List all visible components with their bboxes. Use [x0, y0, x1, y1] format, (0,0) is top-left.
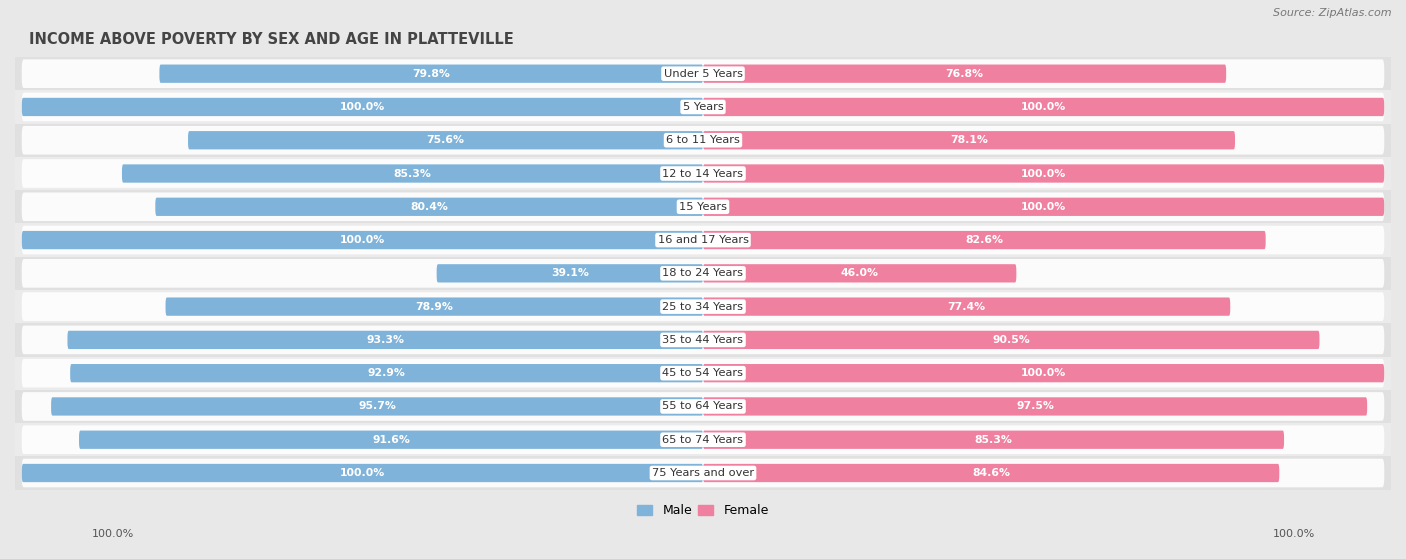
- Text: 18 to 24 Years: 18 to 24 Years: [662, 268, 744, 278]
- Bar: [15, 190, 1391, 224]
- FancyBboxPatch shape: [21, 459, 1385, 487]
- FancyBboxPatch shape: [21, 226, 1385, 254]
- FancyBboxPatch shape: [703, 264, 1017, 282]
- Text: 45 to 54 Years: 45 to 54 Years: [662, 368, 744, 378]
- FancyBboxPatch shape: [703, 64, 1226, 83]
- FancyBboxPatch shape: [21, 359, 1385, 387]
- FancyBboxPatch shape: [22, 98, 703, 116]
- FancyBboxPatch shape: [79, 430, 703, 449]
- FancyBboxPatch shape: [166, 297, 703, 316]
- Text: 35 to 44 Years: 35 to 44 Years: [662, 335, 744, 345]
- Text: 77.4%: 77.4%: [948, 302, 986, 311]
- FancyBboxPatch shape: [21, 392, 1385, 421]
- FancyBboxPatch shape: [159, 64, 703, 83]
- Text: 100.0%: 100.0%: [1021, 368, 1066, 378]
- FancyBboxPatch shape: [703, 364, 1384, 382]
- FancyBboxPatch shape: [703, 198, 1384, 216]
- FancyBboxPatch shape: [21, 93, 1385, 121]
- Bar: [15, 357, 1391, 390]
- Text: 100.0%: 100.0%: [340, 468, 385, 478]
- Text: 92.9%: 92.9%: [367, 368, 405, 378]
- Bar: [15, 157, 1391, 190]
- Text: 75.6%: 75.6%: [426, 135, 464, 145]
- Bar: [15, 290, 1391, 323]
- Legend: Male, Female: Male, Female: [633, 499, 773, 522]
- FancyBboxPatch shape: [70, 364, 703, 382]
- Text: 75 Years and over: 75 Years and over: [652, 468, 754, 478]
- Bar: [15, 124, 1391, 157]
- Bar: [15, 456, 1391, 490]
- Text: 100.0%: 100.0%: [1021, 168, 1066, 178]
- Text: 90.5%: 90.5%: [993, 335, 1031, 345]
- FancyBboxPatch shape: [155, 198, 703, 216]
- Text: 91.6%: 91.6%: [373, 435, 411, 445]
- Bar: [15, 91, 1391, 124]
- FancyBboxPatch shape: [21, 192, 1385, 221]
- Text: 65 to 74 Years: 65 to 74 Years: [662, 435, 744, 445]
- FancyBboxPatch shape: [21, 259, 1385, 288]
- Text: 15 Years: 15 Years: [679, 202, 727, 212]
- Bar: [15, 390, 1391, 423]
- Text: 85.3%: 85.3%: [394, 168, 432, 178]
- Text: 12 to 14 Years: 12 to 14 Years: [662, 168, 744, 178]
- FancyBboxPatch shape: [51, 397, 703, 415]
- FancyBboxPatch shape: [22, 231, 703, 249]
- Text: 39.1%: 39.1%: [551, 268, 589, 278]
- FancyBboxPatch shape: [703, 331, 1319, 349]
- Text: 79.8%: 79.8%: [412, 69, 450, 79]
- FancyBboxPatch shape: [22, 464, 703, 482]
- Text: 5 Years: 5 Years: [683, 102, 723, 112]
- FancyBboxPatch shape: [437, 264, 703, 282]
- Text: 80.4%: 80.4%: [411, 202, 449, 212]
- Bar: [15, 57, 1391, 91]
- FancyBboxPatch shape: [21, 159, 1385, 188]
- FancyBboxPatch shape: [703, 98, 1384, 116]
- FancyBboxPatch shape: [21, 126, 1385, 154]
- FancyBboxPatch shape: [21, 425, 1385, 454]
- Text: 95.7%: 95.7%: [359, 401, 396, 411]
- FancyBboxPatch shape: [21, 292, 1385, 321]
- Text: INCOME ABOVE POVERTY BY SEX AND AGE IN PLATTEVILLE: INCOME ABOVE POVERTY BY SEX AND AGE IN P…: [28, 32, 513, 46]
- FancyBboxPatch shape: [703, 231, 1265, 249]
- Text: Source: ZipAtlas.com: Source: ZipAtlas.com: [1274, 8, 1392, 18]
- Text: 55 to 64 Years: 55 to 64 Years: [662, 401, 744, 411]
- Text: Under 5 Years: Under 5 Years: [664, 69, 742, 79]
- Text: 97.5%: 97.5%: [1017, 401, 1054, 411]
- Bar: [15, 257, 1391, 290]
- Text: 100.0%: 100.0%: [340, 102, 385, 112]
- Bar: [15, 423, 1391, 456]
- Text: 25 to 34 Years: 25 to 34 Years: [662, 302, 744, 311]
- Text: 100.0%: 100.0%: [91, 529, 134, 539]
- FancyBboxPatch shape: [703, 397, 1367, 415]
- Text: 100.0%: 100.0%: [340, 235, 385, 245]
- Text: 100.0%: 100.0%: [1021, 202, 1066, 212]
- Text: 76.8%: 76.8%: [946, 69, 984, 79]
- Text: 46.0%: 46.0%: [841, 268, 879, 278]
- FancyBboxPatch shape: [703, 131, 1234, 149]
- FancyBboxPatch shape: [188, 131, 703, 149]
- FancyBboxPatch shape: [703, 430, 1284, 449]
- Text: 6 to 11 Years: 6 to 11 Years: [666, 135, 740, 145]
- Text: 78.1%: 78.1%: [950, 135, 988, 145]
- FancyBboxPatch shape: [703, 164, 1384, 183]
- Bar: [15, 224, 1391, 257]
- Text: 100.0%: 100.0%: [1021, 102, 1066, 112]
- Text: 93.3%: 93.3%: [366, 335, 405, 345]
- FancyBboxPatch shape: [67, 331, 703, 349]
- Text: 85.3%: 85.3%: [974, 435, 1012, 445]
- FancyBboxPatch shape: [703, 297, 1230, 316]
- FancyBboxPatch shape: [122, 164, 703, 183]
- Bar: [15, 323, 1391, 357]
- Text: 82.6%: 82.6%: [966, 235, 1004, 245]
- Text: 84.6%: 84.6%: [972, 468, 1010, 478]
- FancyBboxPatch shape: [703, 464, 1279, 482]
- Text: 78.9%: 78.9%: [415, 302, 453, 311]
- FancyBboxPatch shape: [21, 59, 1385, 88]
- Text: 16 and 17 Years: 16 and 17 Years: [658, 235, 748, 245]
- FancyBboxPatch shape: [21, 325, 1385, 354]
- Text: 100.0%: 100.0%: [1272, 529, 1315, 539]
